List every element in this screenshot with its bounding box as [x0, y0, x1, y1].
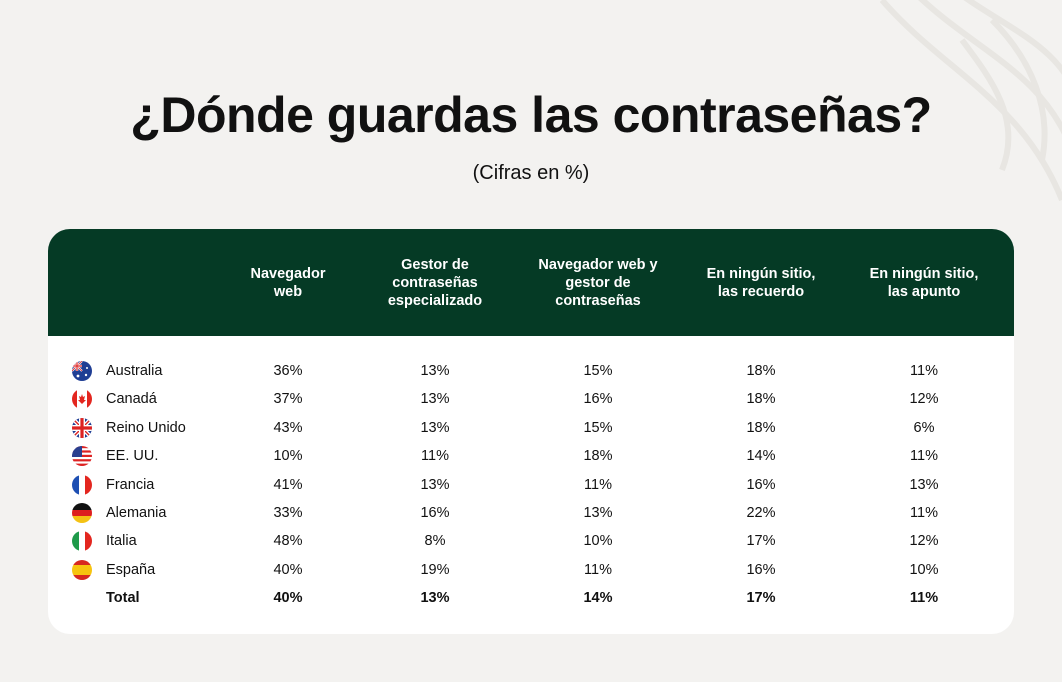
country-name: Alemania [106, 504, 167, 521]
table-cell: 22% [746, 504, 776, 521]
table-cell: 16% [420, 504, 450, 521]
country-name: Reino Unido [106, 419, 186, 436]
france-flag-icon [72, 474, 92, 495]
uk-flag-icon [72, 417, 92, 438]
country-name: España [106, 561, 156, 578]
total-label: Total [106, 590, 140, 607]
table-cell: 14% [746, 448, 776, 465]
country-name: Canadá [106, 391, 157, 408]
table-cell: 10% [273, 448, 303, 465]
table-cell: 33% [273, 504, 303, 521]
table-cell: 15% [583, 363, 613, 379]
table-cell: 12% [909, 391, 939, 408]
table-row: Australia 36% 13% 15% 18% 11% [48, 357, 1014, 385]
table-cell: 11% [910, 504, 938, 521]
canada-flag-icon [72, 389, 92, 410]
column-header-navegador-y-gestor: Navegador web y gestor de contraseñas [538, 256, 658, 309]
table-cell: 41% [273, 476, 303, 493]
table-cell: 16% [583, 391, 613, 408]
table-row: Canadá 37% 13% 16% 18% 12% [48, 385, 1014, 413]
table-cell: 12% [909, 533, 939, 550]
table-row: Francia 41% 13% 11% 16% 13% [48, 471, 1014, 499]
table-total-row: Total 40% 13% 14% 17% 11% [48, 584, 1014, 612]
table-cell: 11% [910, 448, 938, 465]
table-row: España 40% 19% 11% 16% 10% [48, 556, 1014, 584]
table-cell: 17% [746, 533, 776, 550]
table-cell: 13% [420, 590, 450, 607]
table-cell: 11% [421, 448, 449, 465]
table-row: Italia 48% 8% 10% 17% 12% [48, 527, 1014, 555]
italy-flag-icon [72, 531, 92, 552]
table-cell: 13% [583, 504, 613, 521]
germany-flag-icon [72, 502, 92, 523]
table-cell: 18% [583, 448, 613, 465]
australia-flag-icon [72, 361, 92, 381]
table-cell: 15% [583, 419, 613, 436]
country-name: Francia [106, 476, 155, 493]
page-subtitle: (Cifras en %) [472, 162, 590, 184]
table-cell: 13% [420, 419, 450, 436]
table-cell: 18% [746, 391, 776, 408]
table-row: EE. UU. 10% 11% 18% 14% 11% [48, 442, 1014, 470]
table-cell: 18% [746, 363, 776, 379]
table-cell: 10% [583, 533, 613, 550]
table-cell: 16% [746, 476, 776, 493]
column-header-gestor: Gestor de contraseñas especializado [387, 256, 483, 309]
table-cell: 40% [273, 561, 303, 578]
table-cell: 18% [746, 419, 776, 436]
table-cell: 11% [584, 561, 612, 578]
table-row: Reino Unido 43% 13% 15% 18% 6% [48, 414, 1014, 442]
column-header-navegador-web: Navegador web [250, 265, 326, 300]
table-cell: 13% [909, 476, 939, 493]
spain-flag-icon [72, 559, 92, 580]
usa-flag-icon [72, 446, 92, 467]
table-cell: 17% [746, 590, 776, 607]
table-cell: 16% [746, 561, 776, 578]
table-cell: 37% [273, 391, 303, 408]
column-header-ningun-sitio-recuerdo: En ningún sitio, las recuerdo [706, 265, 816, 300]
table-cell: 13% [420, 363, 450, 379]
table-cell: 43% [273, 419, 303, 436]
table-cell: 19% [420, 561, 450, 578]
country-name: EE. UU. [106, 448, 159, 465]
table-cell: 8% [424, 533, 446, 550]
table-row: Alemania 33% 16% 13% 22% 11% [48, 499, 1014, 527]
table-cell: 6% [913, 419, 935, 436]
table-cell: 11% [910, 363, 938, 379]
table-header: Navegador web Gestor de contraseñas espe… [48, 229, 1014, 336]
table-cell: 40% [273, 590, 303, 607]
table-cell: 13% [420, 476, 450, 493]
table-cell: 11% [909, 590, 939, 607]
table-cell: 36% [273, 363, 303, 379]
table-cell: 48% [273, 533, 303, 550]
page-title: ¿Dónde guardas las contraseñas? [130, 87, 932, 143]
table-body: Australia 36% 13% 15% 18% 11% Canadá 37% 13% 16% 1… [48, 357, 1014, 613]
country-name: Italia [106, 533, 137, 550]
column-header-ningun-sitio-apunto: En ningún sitio, las apunto [869, 265, 979, 300]
table-cell: 11% [584, 476, 612, 493]
table-cell: 10% [909, 561, 939, 578]
table-cell: 14% [583, 590, 613, 607]
data-table-card: Navegador web Gestor de contraseñas espe… [48, 229, 1014, 634]
country-name: Australia [106, 363, 163, 379]
table-cell: 13% [420, 391, 450, 408]
